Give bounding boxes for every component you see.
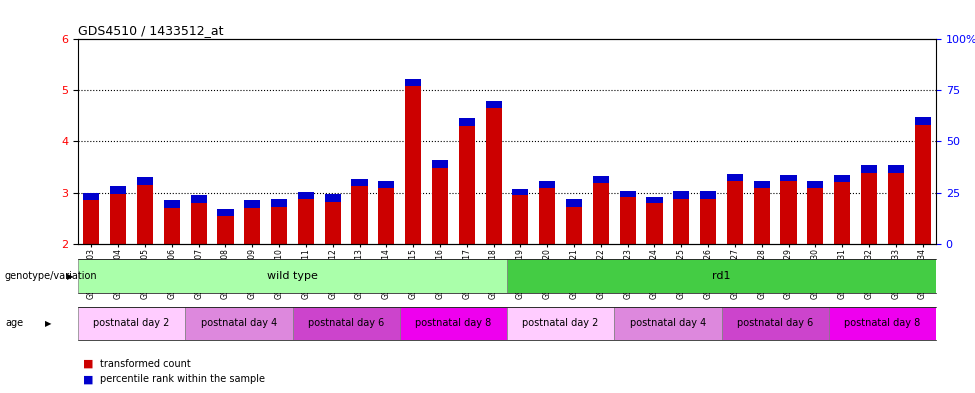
- Bar: [507, 259, 936, 293]
- Bar: [539, 189, 556, 244]
- Text: wild type: wild type: [267, 271, 318, 281]
- Bar: [325, 202, 340, 244]
- Bar: [807, 189, 823, 244]
- Bar: [513, 195, 528, 244]
- Text: postnatal day 8: postnatal day 8: [415, 318, 491, 328]
- Bar: [110, 194, 126, 244]
- Bar: [400, 307, 507, 340]
- Text: postnatal day 4: postnatal day 4: [630, 318, 706, 328]
- Bar: [298, 191, 314, 199]
- Text: ■: ■: [83, 358, 94, 369]
- Bar: [700, 191, 716, 199]
- Text: postnatal day 2: postnatal day 2: [94, 318, 170, 328]
- Bar: [217, 209, 234, 215]
- Bar: [83, 200, 99, 244]
- Bar: [78, 307, 185, 340]
- Bar: [271, 207, 287, 244]
- Bar: [539, 181, 556, 189]
- Text: rd1: rd1: [713, 271, 730, 281]
- Text: age: age: [5, 318, 23, 328]
- Text: postnatal day 6: postnatal day 6: [308, 318, 384, 328]
- Bar: [406, 79, 421, 86]
- Bar: [722, 307, 829, 340]
- Text: genotype/variation: genotype/variation: [5, 271, 98, 281]
- Bar: [566, 207, 582, 244]
- Bar: [432, 160, 448, 168]
- Bar: [298, 199, 314, 244]
- Bar: [780, 181, 797, 244]
- Bar: [673, 191, 689, 199]
- Bar: [861, 173, 878, 244]
- Bar: [244, 200, 260, 208]
- Bar: [406, 86, 421, 244]
- Text: ■: ■: [83, 374, 94, 384]
- Bar: [861, 165, 878, 173]
- Bar: [191, 203, 207, 244]
- Text: GDS4510 / 1433512_at: GDS4510 / 1433512_at: [78, 24, 223, 37]
- Bar: [458, 126, 475, 244]
- Text: ▶: ▶: [67, 272, 74, 281]
- Bar: [217, 215, 234, 244]
- Text: postnatal day 4: postnatal day 4: [201, 318, 277, 328]
- Bar: [351, 186, 368, 244]
- Bar: [834, 174, 850, 182]
- Bar: [673, 199, 689, 244]
- Bar: [486, 108, 501, 244]
- Bar: [780, 175, 797, 181]
- Bar: [378, 189, 394, 244]
- Bar: [593, 176, 608, 184]
- Bar: [807, 181, 823, 189]
- Bar: [700, 199, 716, 244]
- Text: transformed count: transformed count: [100, 358, 191, 369]
- Bar: [486, 101, 501, 108]
- Bar: [614, 307, 722, 340]
- Bar: [271, 199, 287, 207]
- Bar: [458, 118, 475, 126]
- Bar: [754, 181, 770, 189]
- Text: percentile rank within the sample: percentile rank within the sample: [100, 374, 265, 384]
- Bar: [164, 208, 180, 244]
- Bar: [78, 259, 507, 293]
- Bar: [887, 165, 904, 173]
- Bar: [566, 199, 582, 207]
- Bar: [351, 179, 368, 186]
- Bar: [915, 118, 930, 125]
- Bar: [593, 184, 608, 244]
- Bar: [620, 196, 636, 244]
- Bar: [244, 208, 260, 244]
- Bar: [754, 189, 770, 244]
- Bar: [513, 189, 528, 195]
- Bar: [726, 174, 743, 181]
- Text: ▶: ▶: [45, 319, 52, 327]
- Bar: [829, 307, 936, 340]
- Bar: [620, 191, 636, 196]
- Bar: [185, 307, 292, 340]
- Bar: [915, 125, 930, 244]
- Bar: [507, 307, 614, 340]
- Text: postnatal day 2: postnatal day 2: [523, 318, 599, 328]
- Bar: [325, 194, 340, 202]
- Bar: [110, 186, 126, 194]
- Bar: [136, 177, 153, 185]
- Bar: [646, 196, 663, 203]
- Bar: [164, 200, 180, 208]
- Bar: [834, 182, 850, 244]
- Bar: [136, 185, 153, 244]
- Bar: [726, 181, 743, 244]
- Bar: [432, 168, 448, 244]
- Text: postnatal day 6: postnatal day 6: [737, 318, 813, 328]
- Bar: [83, 193, 99, 200]
- Bar: [292, 307, 400, 340]
- Bar: [191, 195, 207, 203]
- Bar: [646, 203, 663, 244]
- Bar: [887, 173, 904, 244]
- Bar: [378, 181, 394, 189]
- Text: postnatal day 8: postnatal day 8: [844, 318, 920, 328]
